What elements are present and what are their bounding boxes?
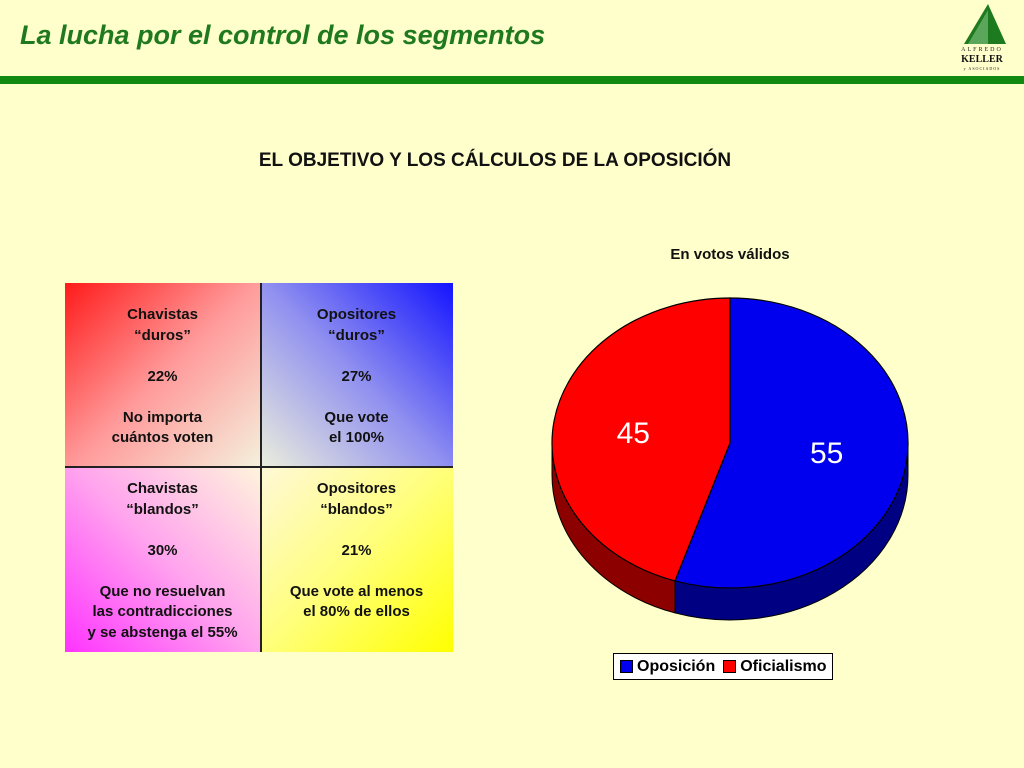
- legend-item-oposicion: Oposición: [620, 658, 715, 676]
- page-title: La lucha por el control de los segmentos: [20, 20, 546, 50]
- pie-chart: 55 45: [551, 297, 909, 621]
- quadrant-line1: Chavistas: [127, 306, 198, 323]
- pie-slice-oposicion: [674, 297, 909, 589]
- pie-label-oficialismo: 45: [617, 417, 650, 450]
- quadrant-note2: cuántos voten: [111, 429, 214, 446]
- quadrant-opositores-blandos: Opositores “blandos” 21% Que vote al men…: [260, 467, 453, 652]
- legend-swatch-oficialismo: [723, 660, 737, 673]
- legend-swatch-oposicion: [620, 660, 633, 673]
- quadrant-line2: “blandos”: [126, 500, 199, 518]
- quadrant-note2: el 80% de ellos: [303, 603, 410, 620]
- quadrant-note1: Que vote: [324, 408, 389, 426]
- quadrant-note1: No importa: [122, 408, 203, 426]
- quadrant-chavistas-blandos: Chavistas “blandos” 30% Que no resuelvan…: [65, 467, 260, 652]
- quadrant-opositores-duros: Opositores “duros” 27% Que vote el 100%: [260, 283, 453, 467]
- legend-label-oficialismo: Oficialismo: [740, 657, 827, 675]
- quadrant-line1: Opositores: [316, 480, 397, 497]
- slide-subtitle: EL OBJETIVO Y LOS CÁLCULOS DE LA OPOSICI…: [258, 150, 732, 171]
- pie-label-oposicion: 55: [810, 437, 843, 470]
- legend-item-oficialismo: Oficialismo: [723, 658, 826, 676]
- quadrant-note2: las contradicciones: [92, 603, 233, 620]
- quadrant-percent: 22%: [147, 367, 178, 385]
- quadrant-note1: Que no resuelvan: [99, 582, 226, 600]
- quadrant-chavistas-duros: Chavistas “duros” 22% No importa cuántos…: [65, 283, 260, 467]
- quadrant-percent: 21%: [341, 541, 372, 559]
- quadrant-line2: “blandos”: [320, 500, 393, 518]
- pie-slice-oficialismo: [551, 297, 731, 582]
- legend-label-oposicion: Oposición: [637, 657, 716, 675]
- logo-triangle-icon: [964, 4, 1006, 44]
- quadrant-note3: y se abstenga el 55%: [87, 623, 238, 641]
- matrix-horizontal-divider: [65, 466, 453, 468]
- segment-matrix: Chavistas “duros” 22% No importa cuántos…: [65, 283, 453, 652]
- quadrant-line2: “duros”: [134, 326, 191, 344]
- logo-line1: ALFREDO: [961, 47, 1003, 53]
- quadrant-line1: Opositores: [316, 306, 397, 323]
- company-logo: ALFREDO KELLER y ASOCIADOS: [952, 4, 1012, 72]
- quadrant-percent: 30%: [147, 541, 178, 559]
- quadrant-note2: el 100%: [328, 429, 385, 446]
- logo-line3: y ASOCIADOS: [963, 66, 1001, 71]
- logo-line2: KELLER: [961, 54, 1003, 65]
- header-rule: [0, 76, 1024, 84]
- chart-title: En votos válidos: [670, 246, 790, 263]
- quadrant-line1: Chavistas: [127, 480, 198, 497]
- quadrant-percent: 27%: [341, 367, 372, 385]
- chart-legend: Oposición Oficialismo: [613, 653, 834, 680]
- quadrant-note1: Que vote al menos: [289, 582, 424, 600]
- quadrant-line2: “duros”: [328, 326, 385, 344]
